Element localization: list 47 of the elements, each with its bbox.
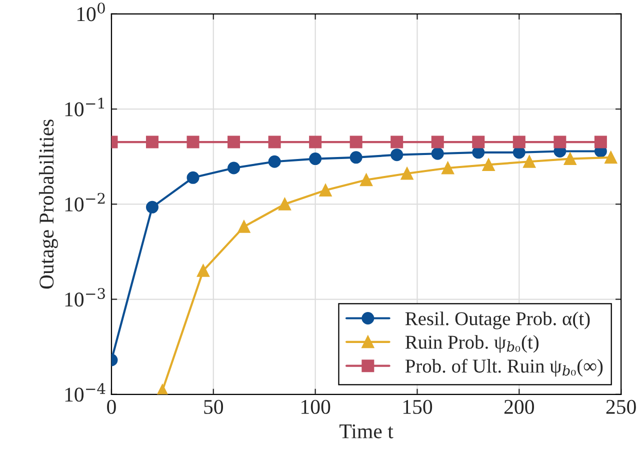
y-tick-label: 10$^{−2}$ bbox=[65, 192, 105, 212]
point bbox=[350, 151, 362, 164]
y-axis-title: Outage Probabilities bbox=[38, 120, 58, 289]
point bbox=[309, 152, 322, 166]
point bbox=[268, 136, 281, 148]
point bbox=[186, 171, 200, 184]
point bbox=[268, 155, 281, 168]
point bbox=[278, 198, 291, 210]
x-tick-label: 150 bbox=[403, 400, 432, 414]
point bbox=[350, 136, 362, 148]
y-tick-label: 10$^{−4}$ bbox=[65, 383, 106, 402]
point bbox=[390, 136, 404, 148]
point bbox=[564, 152, 576, 166]
point bbox=[442, 162, 454, 174]
x-tick-label: 250 bbox=[606, 400, 636, 414]
x-tick-label: 200 bbox=[504, 400, 534, 414]
point bbox=[400, 167, 414, 180]
point bbox=[472, 136, 485, 148]
point bbox=[319, 184, 332, 197]
y-tick-label: 10$^{−3}$ bbox=[65, 288, 105, 307]
point bbox=[196, 264, 210, 277]
y-tick-label: 10$^{−1}$ bbox=[65, 98, 104, 116]
x-axis-title: Time t bbox=[340, 424, 394, 438]
point bbox=[309, 136, 322, 148]
point bbox=[238, 220, 250, 233]
x-tick-label: 0 bbox=[107, 400, 116, 414]
x-tick-label: 50 bbox=[204, 400, 224, 414]
point bbox=[431, 136, 444, 148]
point bbox=[482, 158, 495, 171]
point bbox=[594, 136, 607, 148]
point bbox=[228, 136, 240, 148]
legend-label: Resil. Outage Prob. α(t) bbox=[405, 312, 590, 330]
point bbox=[228, 162, 240, 174]
point bbox=[360, 174, 373, 186]
point bbox=[604, 151, 618, 164]
point bbox=[146, 200, 158, 214]
x-tick-label: 100 bbox=[302, 400, 330, 414]
point bbox=[186, 136, 200, 148]
point bbox=[431, 147, 444, 160]
point bbox=[512, 136, 526, 148]
point bbox=[390, 148, 404, 162]
legend-label: Prob. of Ult. Ruin ψ$_{b₀}$(∞) bbox=[405, 358, 603, 377]
point bbox=[523, 155, 536, 168]
point bbox=[554, 136, 566, 148]
legend-label: Ruin Prob. ψ$_{b₀}$(t) bbox=[405, 335, 539, 353]
point bbox=[146, 136, 158, 148]
y-tick-label: 10$^{0}$ bbox=[77, 2, 105, 22]
